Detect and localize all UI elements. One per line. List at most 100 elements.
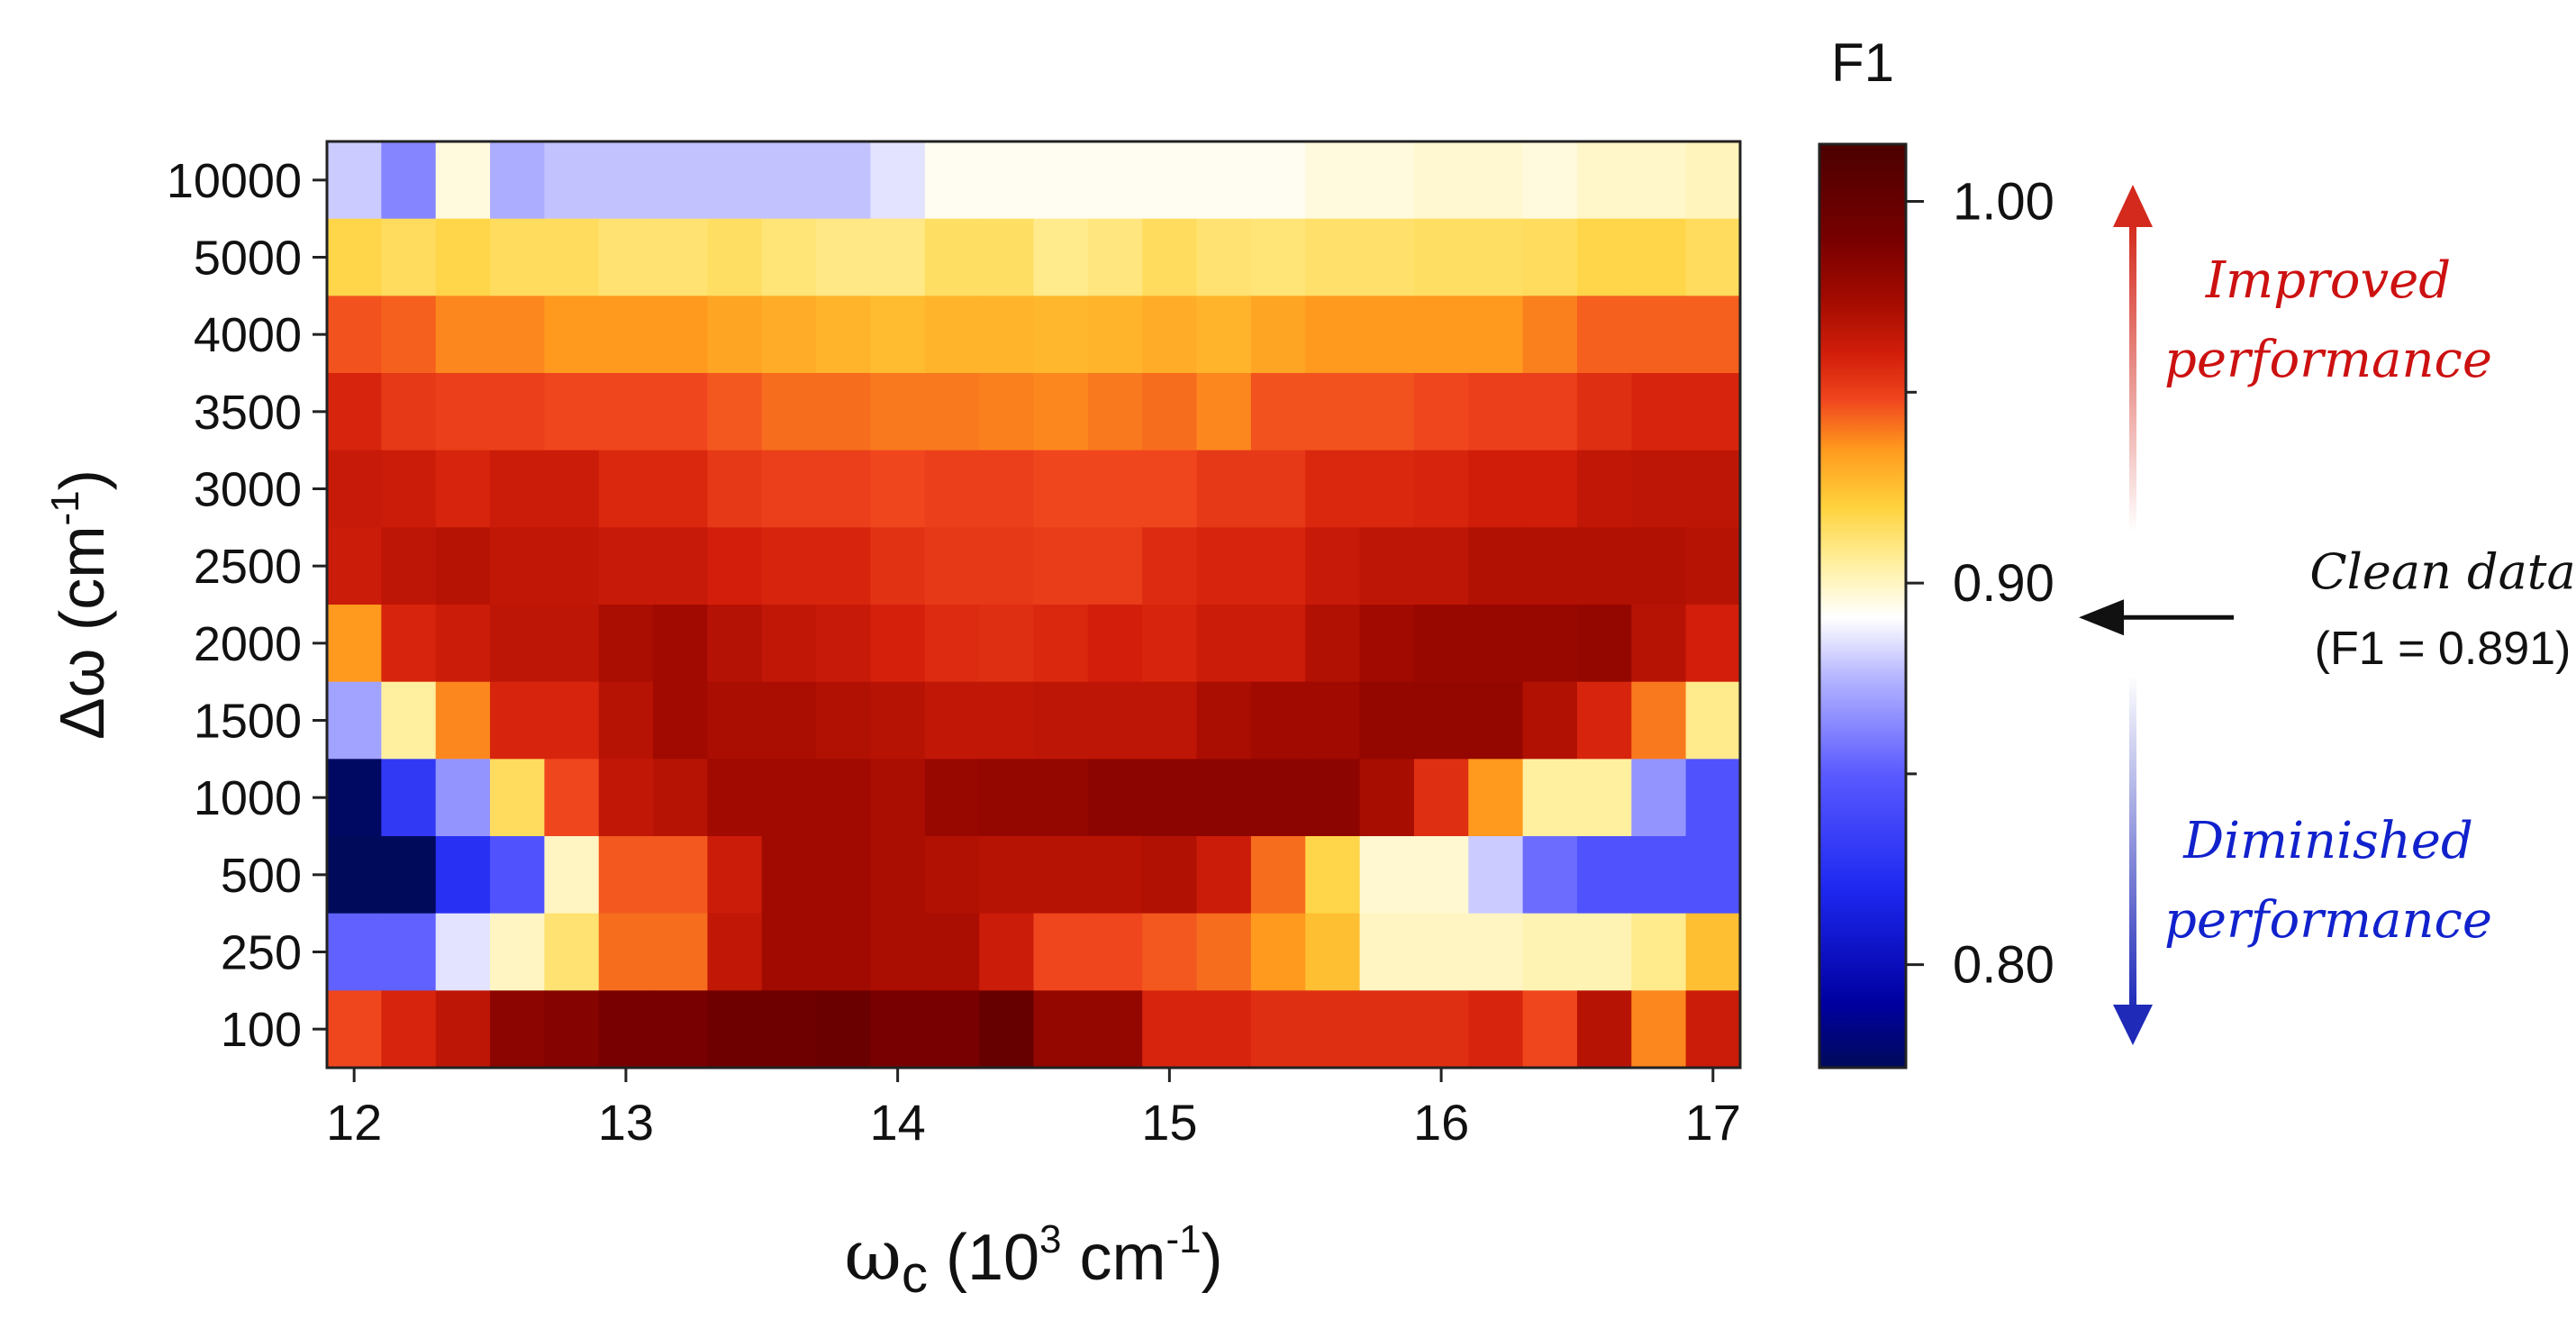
heatmap-cell (979, 527, 1035, 605)
heatmap-cell (707, 913, 763, 991)
heatmap-cell (1468, 450, 1524, 528)
heatmap-cell (1631, 527, 1687, 605)
heatmap-cell (1250, 450, 1306, 528)
heatmap-cell (1142, 373, 1198, 451)
heatmap-cell (544, 913, 600, 991)
heatmap-cell (816, 913, 872, 991)
heatmap-cell (1305, 681, 1361, 760)
heatmap-cell (544, 296, 600, 374)
heatmap-cell (924, 759, 980, 837)
heatmap-cell (1631, 836, 1687, 915)
heatmap-cell (707, 218, 763, 296)
y-tick-label: 2000 (194, 617, 302, 671)
heatmap-cell (707, 605, 763, 683)
heatmap-cell (1250, 141, 1306, 220)
heatmap-cell (870, 836, 926, 915)
heatmap-cell (598, 218, 654, 296)
heatmap-cell (1522, 373, 1578, 451)
heatmap-cell (598, 141, 654, 220)
y-tick-label: 5000 (194, 232, 302, 286)
heatmap-cell (653, 681, 709, 760)
heatmap-cell (435, 450, 491, 528)
heatmap-cell (1033, 605, 1089, 683)
heatmap-cell (1196, 373, 1252, 451)
heatmap-cell (1250, 836, 1306, 915)
heatmap-cell (1685, 836, 1741, 915)
heatmap-cell (1250, 605, 1306, 683)
heatmap-cell (598, 450, 654, 528)
heatmap-cell (598, 759, 654, 837)
heatmap-cell (1631, 990, 1687, 1069)
heatmap-cell (1196, 836, 1252, 915)
heatmap-cell (870, 990, 926, 1069)
heatmap-cell (1305, 373, 1361, 451)
diminished-arrow-shaft (2129, 676, 2136, 1009)
heatmap-cell (1576, 759, 1632, 837)
heatmap-cell (1631, 141, 1687, 220)
heatmap-cell (1413, 990, 1469, 1069)
heatmap-cell (1413, 759, 1469, 837)
heatmap-cell (924, 450, 980, 528)
heatmap-cell (653, 527, 709, 605)
heatmap-cell (761, 296, 817, 374)
heatmap-cell (761, 836, 817, 915)
heatmap-cell (1468, 913, 1524, 991)
heatmap-cell (435, 836, 491, 915)
y-tick-label: 100 (221, 1003, 302, 1057)
heatmap-cell (598, 990, 654, 1069)
heatmap-cell (327, 141, 382, 220)
heatmap-cell (1413, 296, 1469, 374)
heatmap-cell (1142, 681, 1198, 760)
heatmap-cell (1142, 141, 1198, 220)
heatmap-cell (870, 141, 926, 220)
heatmap-cell (381, 681, 437, 760)
heatmap-cell (870, 296, 926, 374)
heatmap-cell (816, 218, 872, 296)
heatmap-cell (1576, 681, 1632, 760)
heatmap-cell (1142, 990, 1198, 1069)
heatmap-cell (1142, 605, 1198, 683)
heatmap-cell (544, 605, 600, 683)
heatmap-cell (1250, 296, 1306, 374)
heatmap-cell (870, 913, 926, 991)
heatmap-cell (1196, 759, 1252, 837)
heatmap-cell (924, 990, 980, 1069)
heatmap-cell (327, 836, 382, 915)
heatmap-cell (435, 373, 491, 451)
heatmap-cell (870, 373, 926, 451)
heatmap-cell (1196, 913, 1252, 991)
heatmap-cell (816, 681, 872, 760)
heatmap-cell (598, 296, 654, 374)
heatmap-cell (435, 605, 491, 683)
heatmap-cell (707, 990, 763, 1069)
heatmap-cell (1468, 759, 1524, 837)
heatmap-cell (924, 218, 980, 296)
y-tick-label: 1000 (194, 771, 302, 825)
heatmap-cell (598, 373, 654, 451)
x-axis-label: ωc (103 cm-1) (844, 1215, 1222, 1304)
y-tick-label: 1500 (194, 695, 302, 749)
heatmap-cell (1359, 605, 1415, 683)
heatmap-cell (490, 218, 545, 296)
heatmap-cell (435, 296, 491, 374)
heatmap-cell (1413, 681, 1469, 760)
heatmap-cell (1087, 527, 1143, 605)
heatmap-cell (598, 527, 654, 605)
heatmap-cell (979, 836, 1035, 915)
heatmap-cell (1305, 296, 1361, 374)
heatmap-cell (327, 681, 382, 760)
heatmap-cell (761, 759, 817, 837)
heatmap-cell (327, 913, 382, 991)
heatmap-cell (1250, 681, 1306, 760)
heatmap-cell (1413, 450, 1469, 528)
heatmap-cell (653, 836, 709, 915)
heatmap-cell (1196, 990, 1252, 1069)
heatmap-cell (1359, 141, 1415, 220)
heatmap-cell (761, 527, 817, 605)
heatmap-cell (1522, 605, 1578, 683)
heatmap-cell (1142, 836, 1198, 915)
heatmap-cell (1250, 990, 1306, 1069)
colorbar-label: F1 (1831, 32, 1894, 93)
heatmap-cell (1359, 373, 1415, 451)
